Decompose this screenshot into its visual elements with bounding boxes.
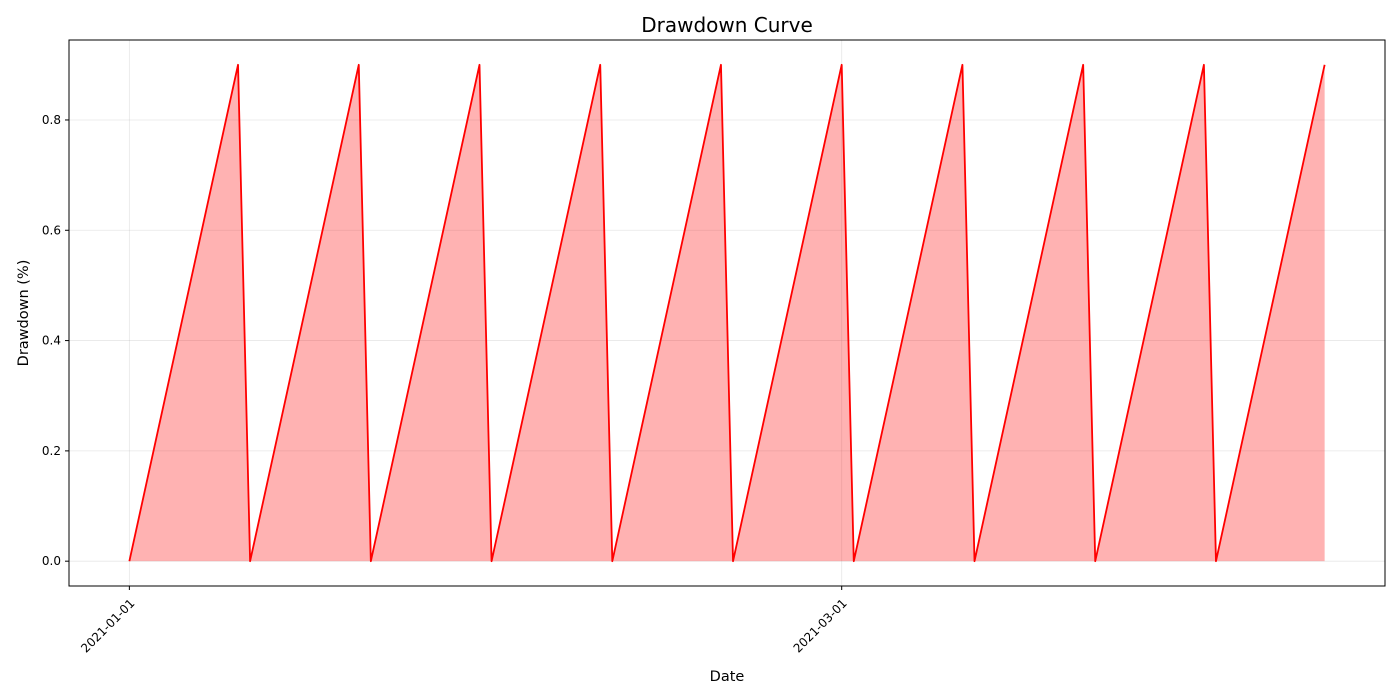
drawdown-line-layer (128, 63, 1326, 563)
y-tick-label: 0.0 (42, 554, 61, 568)
y-axis-label: Drawdown (%) (16, 260, 32, 367)
y-tick-label: 0.8 (42, 113, 61, 127)
drawdown-line (128, 63, 1326, 563)
y-axis: 0.0 0.2 0.4 0.6 0.8 (42, 113, 69, 568)
y-tick-label: 0.2 (42, 444, 61, 458)
y-tick-label: 0.4 (42, 334, 61, 348)
x-axis-label: Date (710, 669, 745, 685)
chart-title: Drawdown Curve (641, 13, 813, 37)
plot-frame (68, 39, 1386, 587)
y-tick-label: 0.6 (42, 223, 61, 237)
